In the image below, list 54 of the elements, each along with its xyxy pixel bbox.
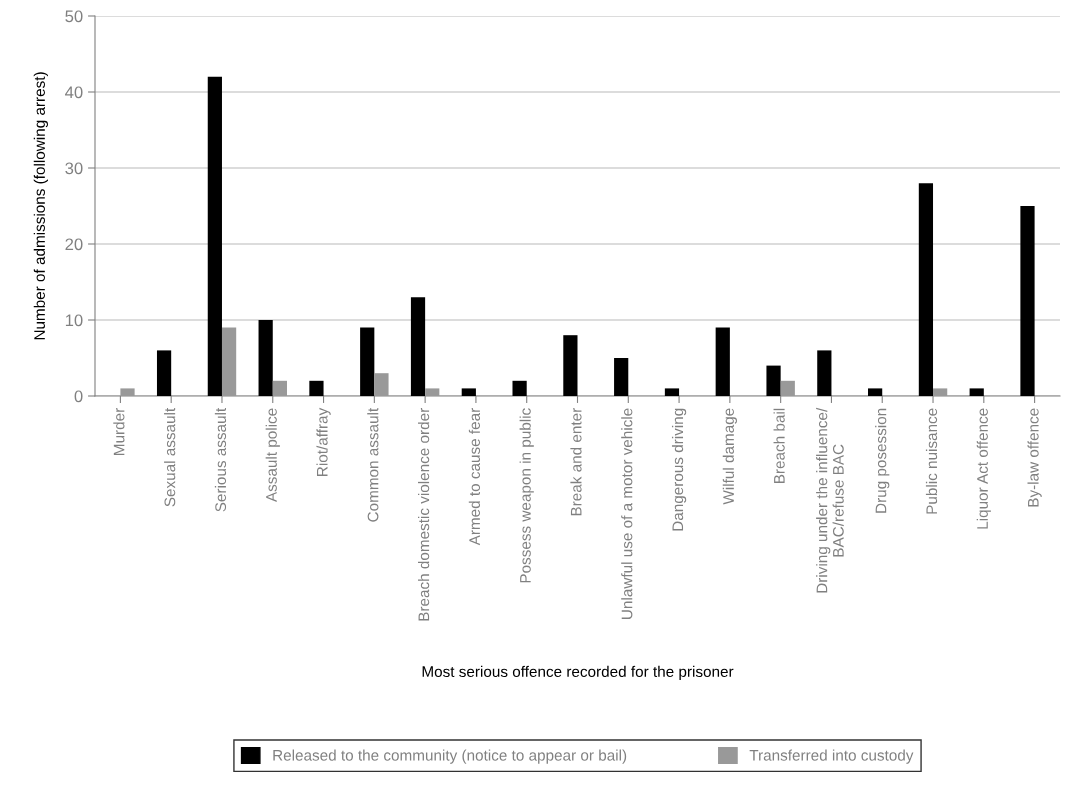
y-tick-label: 40	[65, 86, 83, 99]
bar	[563, 335, 578, 396]
x-tick-label: Possess weapon in public	[519, 408, 534, 583]
bar	[360, 327, 375, 396]
bar	[766, 365, 781, 396]
x-tick-label: Armed to cause fear	[468, 408, 481, 546]
x-tick-label: Driving under the influence/ BAC/refuse BAC	[816, 407, 844, 593]
x-tick-label: Dangerous driving	[671, 408, 687, 531]
bar	[918, 183, 934, 396]
bar	[425, 388, 440, 396]
y-tick-label: 30	[65, 162, 83, 175]
y-tick-label: 10	[65, 314, 83, 327]
x-tick-label: Sexual assault	[164, 407, 176, 507]
bar	[715, 327, 730, 396]
x-tick-label: Wilful damage	[722, 408, 737, 505]
x-tick-label: Assault police	[265, 408, 280, 503]
bar	[207, 76, 222, 396]
bar	[156, 350, 172, 396]
x-tick-label: Serious assault	[214, 407, 227, 512]
bar	[120, 388, 135, 396]
x-tick-label: Common assault	[367, 407, 379, 522]
x-tick-label: Liquor Act offence	[976, 408, 991, 529]
x-axis-title: Most serious offence recorded for the prisoner	[422, 665, 734, 681]
legend-label: Released to the community (notice to appear or bail)	[273, 749, 627, 764]
x-tick-label: Drug posession	[875, 408, 890, 513]
bar	[272, 380, 287, 396]
bar	[614, 358, 629, 396]
x-tick-label: Murder	[113, 408, 125, 455]
bar	[868, 388, 883, 396]
bar	[410, 297, 426, 396]
x-tick-label: Break and enter	[570, 408, 582, 516]
bar	[374, 373, 389, 396]
x-tick-label: Riot/affray	[316, 407, 331, 476]
bar	[221, 327, 237, 396]
bar	[461, 388, 476, 396]
bar	[817, 350, 832, 396]
bar	[512, 380, 527, 396]
x-tick-label: Breach domestic violence order	[418, 408, 430, 621]
x-tick-label: Public nuisance	[925, 408, 938, 514]
bar	[664, 388, 680, 396]
y-tick-label: 50	[65, 10, 83, 23]
bar	[969, 388, 984, 396]
x-tick-label: Unlawful use of a motor vehicle	[621, 408, 633, 619]
x-tick-label: Breach bail	[773, 408, 785, 483]
bar	[1020, 206, 1035, 396]
legend-label: Transferred into custody	[749, 749, 914, 764]
bar	[933, 388, 948, 396]
bar	[258, 320, 273, 396]
bar	[309, 380, 324, 396]
y-tick-label: 20	[65, 238, 83, 251]
bar	[780, 380, 795, 396]
x-tick-label: By-law offence	[1027, 408, 1042, 507]
y-axis-title: Number of admissions (following arrest)	[33, 72, 48, 340]
y-tick-label: 0	[74, 390, 83, 403]
